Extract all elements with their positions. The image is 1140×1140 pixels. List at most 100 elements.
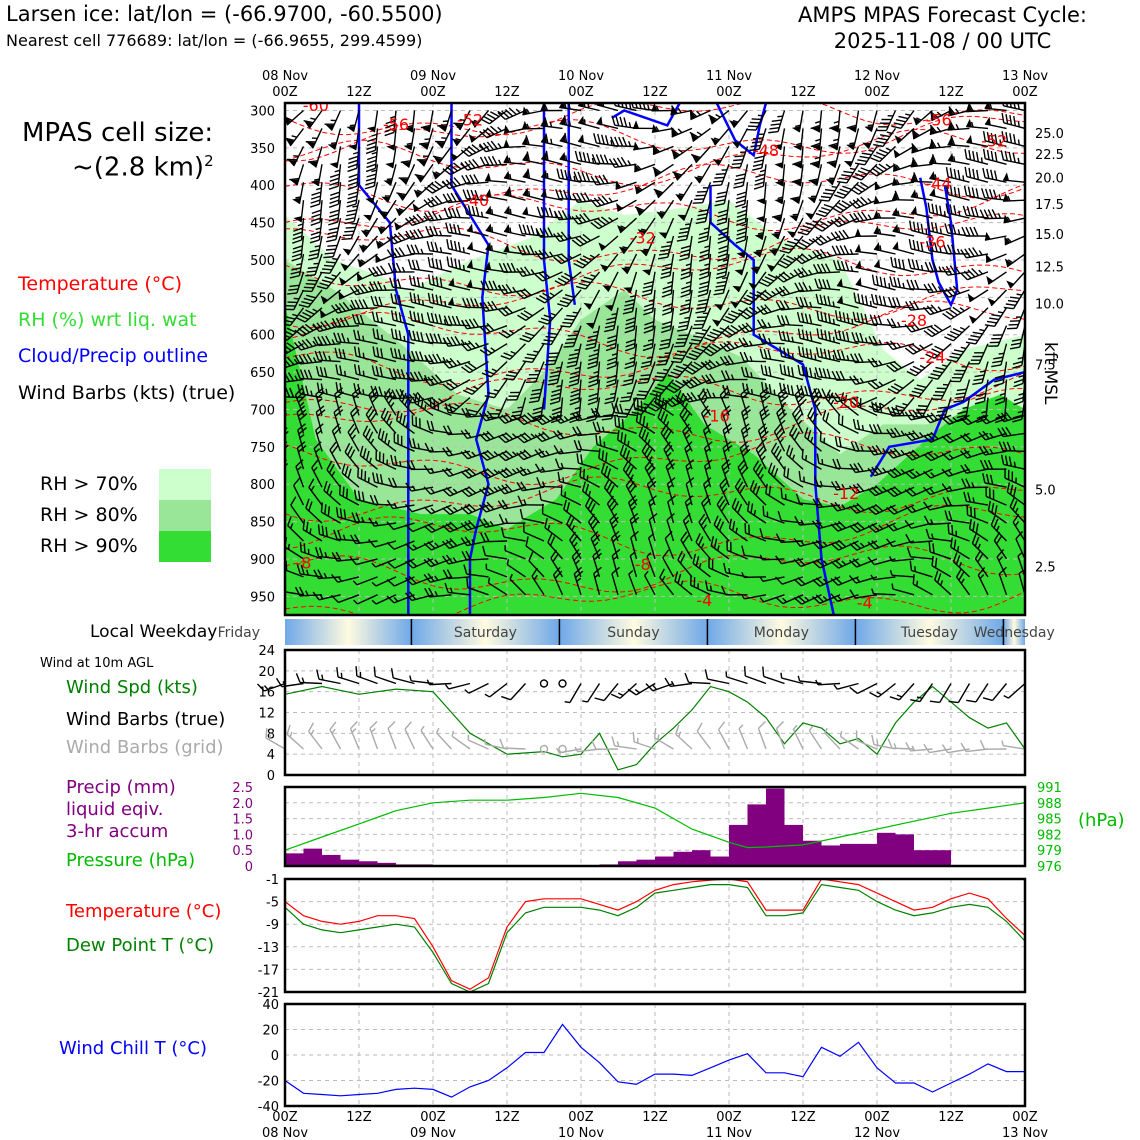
cross-section-barb-529 (944, 325, 970, 342)
cross-section-barb-64-flag (690, 133, 698, 142)
cross-section-barb-424-full (516, 291, 525, 299)
cross-section-barb-782 (331, 423, 342, 452)
cross-section-barb-189-full (735, 199, 746, 204)
cross-section-barb-344-full (556, 254, 566, 263)
cross-section-barb-127-full (348, 173, 359, 179)
cross-section-barb-166-full (310, 195, 321, 200)
cross-section-barb-762-full (723, 409, 732, 417)
cross-section-barb-460 (427, 292, 452, 309)
cross-section-barb-125-shaft (317, 164, 323, 187)
cross-section-barb-224-flag (616, 202, 623, 212)
cross-section-barb-297-full (449, 223, 453, 234)
cross-section-barb-708-full (461, 408, 468, 418)
cross-section-barb-467-full (566, 314, 577, 318)
cross-section-barb-622-full (396, 368, 402, 379)
cross-section-barb-838 (598, 448, 619, 470)
cross-section-barb-418-full (408, 275, 413, 286)
cross-section-barb-46 (365, 128, 379, 155)
cross-section-barb-656-shaft (285, 396, 286, 402)
cross-section-barb-176 (485, 172, 508, 183)
cross-section-barb-609-full (909, 368, 920, 374)
cross-section-barb-280-half (897, 210, 900, 217)
cross-section-barb-69-half (796, 142, 802, 146)
cross-section-barb-58-shaft (578, 122, 600, 130)
cross-section-barb-322-half (925, 229, 928, 235)
cross-section-barb-194-full (825, 188, 835, 192)
cross-section-barb-549-full (567, 360, 578, 364)
cross-section-barb-422-full (484, 280, 490, 291)
cross-section-barb-93-full (467, 145, 477, 154)
cross-section-barb-518-full (737, 325, 746, 334)
cross-section-barb-86-half (353, 151, 359, 155)
cross-section-barb-776-full (960, 434, 969, 443)
cross-section-barb-604 (815, 347, 841, 363)
cross-section-barb-530-full (970, 334, 981, 338)
cross-section-barb-726-half (816, 402, 821, 408)
cross-section-barb-263 (571, 212, 600, 225)
cross-section-barb-409 (1006, 271, 1025, 289)
cross-section-barb-682-half (750, 388, 754, 395)
cross-section-barb-298-flag (467, 223, 473, 233)
cross-section-barb-224-shaft (617, 199, 637, 212)
cross-section-barb-538 (353, 329, 378, 345)
cross-section-barb-298-shaft (466, 230, 489, 237)
temperature-contour-8 (285, 300, 1025, 358)
cross-section-barb-244-full (988, 189, 994, 199)
rh-90-region (285, 304, 1025, 615)
cross-section-barb-142-full (612, 158, 620, 168)
cross-section-barb-155 (852, 163, 878, 181)
cross-section-barb-576-full (298, 354, 305, 364)
cross-section-barb-458-full (394, 294, 398, 305)
cross-section-barb-746-full (419, 418, 421, 429)
cross-section-barb-304-full (571, 239, 581, 247)
cross-section-barb-780-full (298, 427, 307, 435)
cross-section-barb-618-full (315, 365, 320, 376)
cross-section-barb-126-full (329, 177, 340, 182)
cross-section-barb-610-full (935, 366, 946, 371)
cross-section-barb-543-half (460, 339, 465, 345)
cross-section-barb-638-full (689, 377, 699, 386)
cross-section-barb-279 (873, 210, 896, 219)
cross-section-barb-423-full (497, 285, 505, 295)
cross-section-barb-68 (773, 128, 786, 151)
cross-section-barb-328-full (275, 263, 284, 268)
cross-section-barb-533-full (266, 347, 275, 356)
cross-section-barb-719-full (676, 389, 682, 400)
cross-section-barb-208-full (329, 209, 340, 214)
cross-section-barb-631-full (569, 400, 580, 406)
cross-section-barb-550-full (587, 360, 598, 366)
cross-section-barb-21-half (655, 105, 660, 111)
cross-section-barb-748 (442, 425, 471, 436)
cross-section-barb-338-full (450, 239, 454, 250)
cross-section-barb-356 (776, 253, 804, 269)
cross-section-barb-634 (619, 379, 638, 403)
cross-section-barb-323 (927, 221, 952, 237)
cross-section-barb-657-full (289, 387, 295, 398)
cross-section-barb-800 (660, 424, 675, 452)
cross-section-barb-543-full (446, 336, 453, 347)
temperature-contour-6 (285, 247, 1025, 297)
cross-section-barb-655-full (1013, 400, 1024, 406)
cross-section-barb-848-full (788, 447, 794, 458)
cross-section-barb-767-full (812, 413, 818, 423)
cross-section-barb-500-full (417, 312, 421, 323)
cross-section-barb-862-half (296, 466, 302, 471)
cross-section-barb-869 (405, 482, 434, 492)
cross-section-barb-128-half (371, 169, 377, 173)
cross-section-barb-545-full (483, 347, 493, 354)
cross-section-barb-402-flag (874, 259, 881, 268)
cross-section-barb-604-full (819, 347, 824, 358)
cross-section-barb-396-full (758, 281, 769, 287)
cross-section-barb-193 (807, 181, 823, 204)
cross-section-barb-437 (756, 289, 785, 302)
cross-section-barb-571 (969, 343, 989, 365)
cross-section-barb-520-full (776, 314, 782, 325)
cross-section-barb-77-half (936, 126, 941, 132)
cross-section-barb-828-full (406, 460, 412, 470)
cross-section-barb-228 (695, 200, 712, 225)
cross-section-barb-592-full (606, 374, 617, 380)
cross-section-barb-522-full (824, 312, 828, 323)
cross-section-barb-526-full (886, 318, 893, 328)
cross-section-barb-371 (301, 271, 323, 293)
cross-section-barb-398-full (801, 267, 809, 276)
